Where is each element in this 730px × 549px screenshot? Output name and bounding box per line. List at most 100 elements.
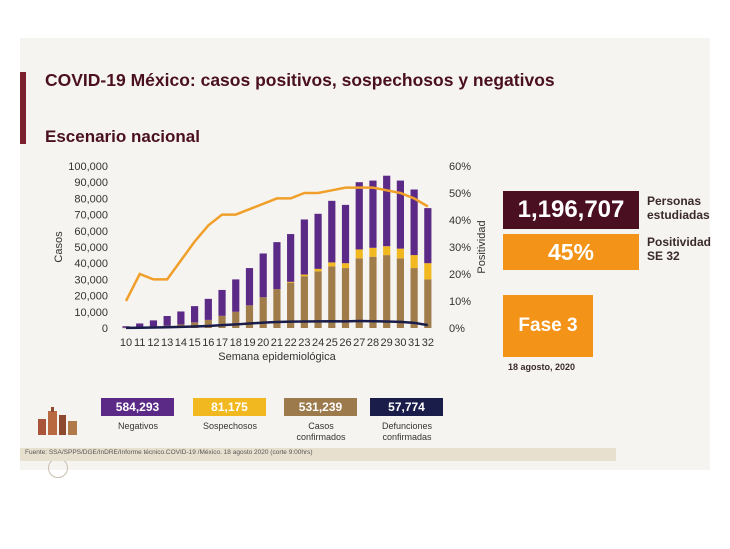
deaths-label: Defunciones confirmadas [362,421,452,443]
source-note: Fuente: SSA/SPPS/DGE/InDRE/Informe técni… [25,449,313,456]
bar-negative [245,268,254,306]
confirmed-label-line1: Casos [308,421,334,431]
people-studied-label-line1: Personas [647,194,702,208]
bar-negative [396,180,404,249]
y2-tick-label: 0% [449,323,465,335]
bar-confirmed [245,305,254,328]
bar-negative [328,200,336,263]
x-tick-label: 23 [298,337,310,349]
bar-negative [232,279,240,312]
y2-tick-label: 20% [449,269,471,281]
bar-negative [355,182,363,250]
y-tick-label: 30,000 [74,274,108,286]
confirmed-label: Casos confirmados [276,421,366,443]
x-tick-label: 18 [230,337,242,349]
y-tick-label: 100,000 [68,161,108,173]
y-tick-label: 60,000 [74,226,108,238]
x-tick-label: 30 [394,337,406,349]
y2-tick-label: 60% [449,161,471,173]
y-axis-title: Casos [53,231,65,263]
bar-suspected [396,248,404,259]
x-tick-label: 10 [120,337,132,349]
y2-axis-title: Positividad [476,220,488,273]
y2-tick-label: 30% [449,242,471,254]
bar-negative [314,213,322,269]
bar-suspected [383,246,391,256]
y-tick-label: 50,000 [74,242,108,254]
bar-negative [149,320,158,327]
positivity-label: Positividad SE 32 [647,235,711,263]
source-bar [20,448,616,461]
bar-confirmed [122,327,130,329]
deaths-total: 57,774 [370,398,443,416]
confirmed-total: 531,239 [284,398,357,416]
x-tick-label: 15 [188,337,200,349]
people-studied-label: Personas estudiadas [647,194,710,222]
bar-confirmed [259,297,267,328]
bar-negative [218,289,226,316]
x-tick-label: 11 [134,337,145,349]
x-tick-label: 14 [175,337,187,349]
x-tick-label: 31 [408,337,420,349]
bar-suspected [355,249,363,259]
phase-date: 18 agosto, 2020 [508,362,576,372]
positivity-line [124,186,429,302]
bar-negative [259,253,267,298]
x-tick-label: 21 [271,337,283,349]
bar-suspected [369,247,377,257]
bar-suspected [287,281,295,283]
people-studied-label-line2: estudiadas [647,208,710,222]
suspected-label: Sospechosos [202,421,258,431]
x-tick-label: 19 [243,337,255,349]
y2-tick-label: 50% [449,188,471,200]
x-tick-label: 24 [312,337,324,349]
bar-negative [191,306,199,323]
confirmed-label-line2: confirmados [296,432,346,442]
slide-title: COVID-19 México: casos positivos, sospec… [45,70,555,90]
x-tick-label: 27 [353,337,365,349]
bar-negative [410,189,418,256]
government-buildings-logo-icon [38,407,77,435]
slide-subtitle: Escenario nacional [45,127,200,146]
y-tick-label: 70,000 [74,210,108,222]
negatives-label: Negativos [117,421,159,431]
bar-suspected [314,268,322,272]
positivity-label-line1: Positividad [647,235,712,249]
phase-badge: Fase 3 [503,295,593,357]
bar-confirmed [328,266,336,328]
bar-confirmed [410,268,418,328]
people-studied-value: 1,196,707 [503,191,639,229]
bar-confirmed [300,276,308,328]
bar-suspected [300,274,308,277]
bar-confirmed [369,256,377,328]
x-tick-label: 29 [381,337,393,349]
x-tick-label: 17 [216,337,228,349]
bar-confirmed [314,271,322,328]
bar-negative [300,219,308,275]
bar-confirmed [424,279,432,328]
y-tick-label: 0 [102,323,108,335]
title-accent-bar [20,72,26,144]
x-tick-label: 12 [147,337,159,349]
x-tick-label: 20 [257,337,269,349]
x-axis-title: Semana epidemiológica [218,351,336,363]
x-tick-label: 22 [285,337,297,349]
bar-negative [341,204,350,264]
y-tick-label: 10,000 [74,307,108,319]
y-tick-label: 20,000 [74,291,108,303]
bar-suspected [424,263,432,280]
bar-negative [287,234,295,282]
bar-negative [136,323,144,328]
bar-negative [273,242,281,290]
bar-suspected [341,263,350,269]
bar-negative [177,311,185,325]
bar-negative [383,175,391,247]
bar-negative [163,316,171,326]
bar-confirmed [396,258,404,328]
x-tick-label: 26 [339,337,351,349]
x-tick-label: 25 [326,337,338,349]
y2-tick-label: 40% [449,215,471,227]
bar-negative [204,298,212,320]
